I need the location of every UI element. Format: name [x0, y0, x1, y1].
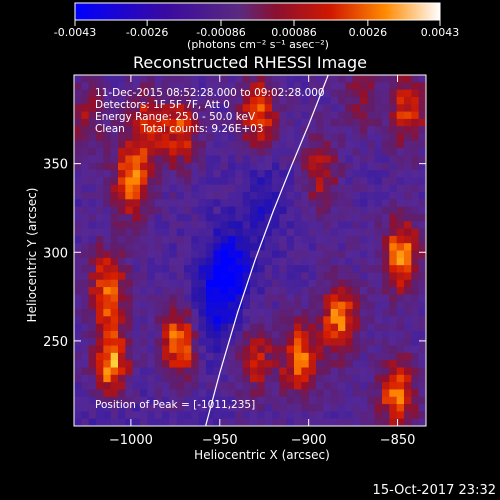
colorbar-tick-label: 0.00086 [271, 26, 317, 39]
annotation-method: Clean Total counts: 9.26E+03 [95, 123, 264, 135]
heatmap-cells [74, 75, 426, 426]
colorbar-tick-label: -0.00086 [196, 26, 245, 39]
x-axis-label: Heliocentric X (arcsec) [194, 448, 330, 462]
annotation-energy: Energy Range: 25.0 - 50.0 keV [95, 111, 256, 123]
x-tick-label: −950 [202, 433, 238, 448]
colorbar-tick-label: -0.0026 [126, 26, 168, 39]
colorbar-tick-label: -0.0043 [54, 26, 96, 39]
y-tick-label: 300 [43, 246, 68, 261]
axis-ticks: −1000 −950 −900 −850 250 300 350 [43, 75, 426, 448]
y-tick-label: 350 [43, 158, 68, 173]
y-tick-label: 250 [43, 335, 68, 350]
annotation-peak: Position of Peak = [-1011,235] [95, 399, 255, 411]
colorbar-tick-label: 0.0026 [349, 26, 388, 39]
colorbar: -0.0043 -0.0026 -0.00086 0.00086 0.0026 0.004… [54, 2, 459, 51]
annotations: 11-Dec-2015 08:52:28.000 to 09:02:28.000… [95, 87, 325, 411]
colorbar-units: (photons cm⁻² s⁻¹ asec⁻²) [187, 38, 329, 51]
colorbar-ticks [74, 20, 441, 26]
annotation-time: 11-Dec-2015 08:52:28.000 to 09:02:28.000 [95, 87, 325, 99]
x-tick-label: −900 [291, 433, 327, 448]
colorbar-gradient [74, 2, 441, 21]
x-tick-label: −1000 [109, 433, 153, 448]
colorbar-tick-label: 0.0043 [421, 26, 460, 39]
annotation-detectors: Detectors: 1F 5F 7F, Att 0 [95, 99, 230, 111]
plot-frame [73, 74, 427, 427]
solar-limb-curve [205, 75, 329, 426]
colorbar-tick-labels: -0.0043 -0.0026 -0.00086 0.00086 0.0026 0.004… [54, 26, 459, 39]
chart-title: Reconstructed RHESSI Image [133, 53, 367, 72]
y-axis-label: Heliocentric Y (arcsec) [25, 188, 39, 323]
plot-area: −1000 −950 −900 −850 250 300 350 [43, 74, 427, 448]
x-tick-label: −850 [380, 433, 416, 448]
timestamp: 15-Oct-2017 23:32 [373, 483, 496, 498]
